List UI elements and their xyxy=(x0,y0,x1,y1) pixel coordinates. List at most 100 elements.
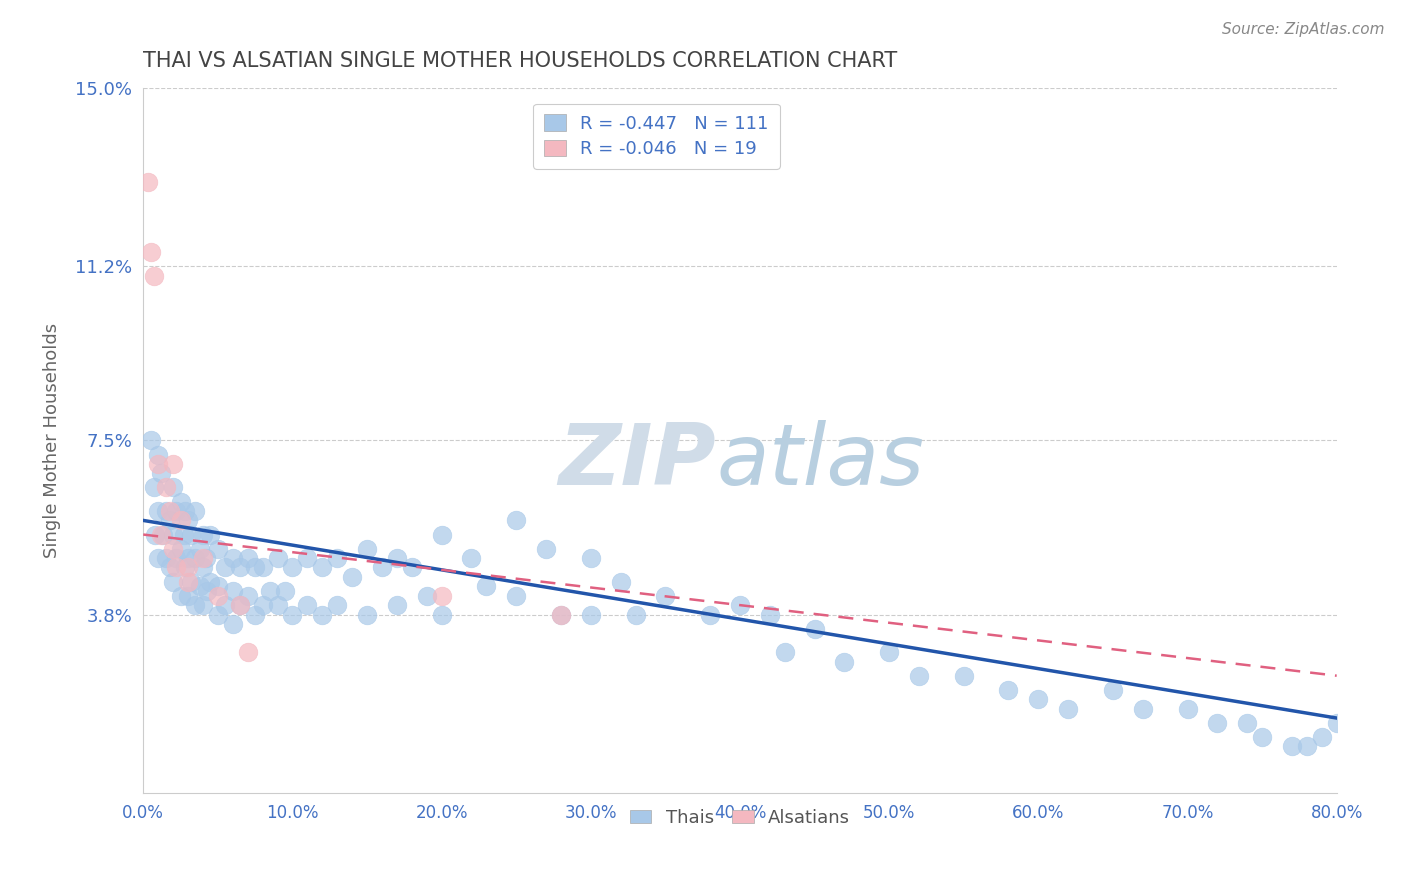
Point xyxy=(162,457,184,471)
Point xyxy=(222,551,245,566)
Point xyxy=(229,598,252,612)
Point xyxy=(236,589,259,603)
Point xyxy=(184,504,207,518)
Point xyxy=(200,574,222,589)
Point xyxy=(159,513,181,527)
Text: THAI VS ALSATIAN SINGLE MOTHER HOUSEHOLDS CORRELATION CHART: THAI VS ALSATIAN SINGLE MOTHER HOUSEHOLD… xyxy=(143,51,897,70)
Point xyxy=(243,607,266,622)
Point xyxy=(236,551,259,566)
Point xyxy=(165,504,187,518)
Point xyxy=(169,513,191,527)
Point xyxy=(222,584,245,599)
Point xyxy=(146,551,169,566)
Point xyxy=(1281,739,1303,754)
Point xyxy=(191,527,214,541)
Point xyxy=(834,655,856,669)
Point xyxy=(1026,692,1049,706)
Point xyxy=(194,551,217,566)
Point xyxy=(139,245,162,260)
Point xyxy=(180,527,202,541)
Point xyxy=(534,541,557,556)
Point xyxy=(550,607,572,622)
Point xyxy=(326,551,349,566)
Point xyxy=(150,527,173,541)
Text: ZIP: ZIP xyxy=(558,420,716,503)
Point xyxy=(252,598,274,612)
Point xyxy=(191,560,214,574)
Point xyxy=(311,607,333,622)
Point xyxy=(877,645,900,659)
Point xyxy=(699,607,721,622)
Point xyxy=(266,598,288,612)
Point xyxy=(173,527,195,541)
Point xyxy=(222,616,245,631)
Point xyxy=(609,574,631,589)
Y-axis label: Single Mother Households: Single Mother Households xyxy=(44,323,60,558)
Point xyxy=(759,607,782,622)
Point xyxy=(356,541,378,556)
Point xyxy=(174,560,197,574)
Point xyxy=(430,527,453,541)
Point xyxy=(311,560,333,574)
Point xyxy=(169,494,191,508)
Point xyxy=(243,560,266,574)
Point xyxy=(191,598,214,612)
Point xyxy=(371,560,394,574)
Point xyxy=(146,457,169,471)
Point xyxy=(143,527,166,541)
Point xyxy=(184,551,207,566)
Point xyxy=(162,527,184,541)
Point xyxy=(1310,730,1333,744)
Point xyxy=(356,607,378,622)
Point xyxy=(165,551,187,566)
Point xyxy=(169,541,191,556)
Point xyxy=(505,589,527,603)
Point xyxy=(281,607,304,622)
Point xyxy=(229,560,252,574)
Point xyxy=(150,467,173,481)
Point xyxy=(326,598,349,612)
Point xyxy=(297,551,319,566)
Point xyxy=(415,589,437,603)
Point xyxy=(165,560,187,574)
Point xyxy=(136,175,159,189)
Point xyxy=(155,504,177,518)
Point xyxy=(654,589,676,603)
Point xyxy=(550,607,572,622)
Point xyxy=(169,589,191,603)
Point xyxy=(177,574,200,589)
Point xyxy=(475,579,498,593)
Point xyxy=(252,560,274,574)
Point xyxy=(159,504,181,518)
Point xyxy=(579,607,602,622)
Point xyxy=(1326,715,1348,730)
Point xyxy=(146,448,169,462)
Point xyxy=(197,584,219,599)
Point xyxy=(281,560,304,574)
Point xyxy=(162,481,184,495)
Point xyxy=(274,584,297,599)
Point xyxy=(207,607,229,622)
Point xyxy=(952,669,974,683)
Point xyxy=(152,527,174,541)
Point xyxy=(1236,715,1258,730)
Point xyxy=(385,598,408,612)
Point xyxy=(1251,730,1274,744)
Point xyxy=(505,513,527,527)
Point xyxy=(159,560,181,574)
Point xyxy=(297,598,319,612)
Point xyxy=(1057,701,1080,715)
Point xyxy=(579,551,602,566)
Point xyxy=(229,598,252,612)
Point xyxy=(139,434,162,448)
Point xyxy=(214,560,236,574)
Point xyxy=(177,589,200,603)
Point xyxy=(236,645,259,659)
Point xyxy=(188,579,211,593)
Point xyxy=(773,645,796,659)
Point xyxy=(430,607,453,622)
Point xyxy=(908,669,931,683)
Point xyxy=(1295,739,1317,754)
Point xyxy=(340,570,363,584)
Point xyxy=(142,268,165,283)
